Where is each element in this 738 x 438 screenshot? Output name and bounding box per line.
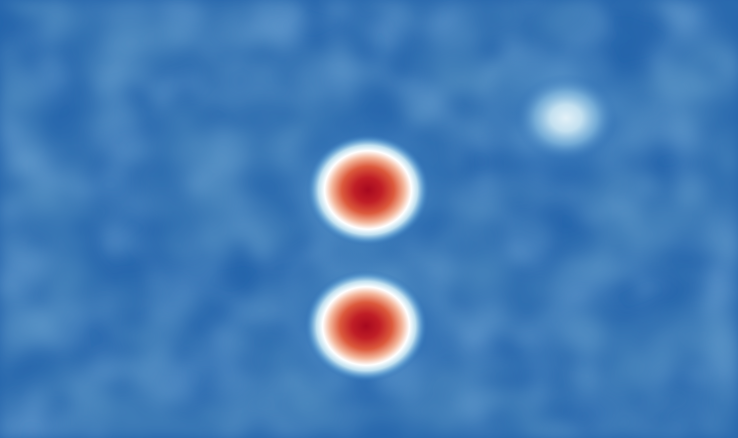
source-lower xyxy=(304,270,428,382)
source-upper xyxy=(306,134,430,246)
source-faint xyxy=(514,74,618,162)
